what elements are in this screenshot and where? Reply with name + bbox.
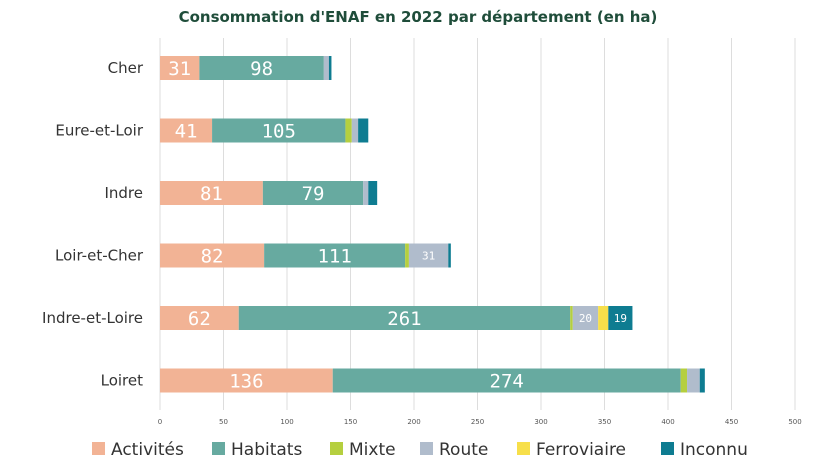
bar-segment (323, 56, 329, 80)
bar-segment (332, 368, 681, 393)
legend-swatch (420, 442, 433, 455)
data-label: 31 (422, 250, 435, 263)
legend-swatch (330, 442, 343, 455)
data-label: 19 (614, 312, 627, 325)
bar-segment (328, 56, 332, 80)
bar-segment (680, 368, 688, 393)
bar-segment (160, 243, 265, 268)
data-label: 274 (490, 371, 524, 393)
legend-label: Mixte (349, 440, 396, 460)
bar-segment (160, 306, 239, 330)
bar-segment (570, 306, 573, 330)
data-label: 81 (200, 183, 223, 205)
legend-label: Habitats (231, 440, 302, 460)
data-label: 105 (262, 121, 296, 143)
data-label: 62 (188, 308, 211, 330)
x-tick-label: 250 (471, 418, 484, 426)
bar-segment (687, 368, 700, 393)
legend-label: Ferroviaire (536, 440, 626, 460)
data-label: 98 (250, 58, 273, 80)
category-label: Indre-et-Loire (42, 309, 143, 327)
legend-label: Inconnu (680, 440, 748, 460)
bar-segment (264, 243, 406, 268)
bar-segment (345, 118, 352, 143)
x-tick-label: 150 (344, 418, 357, 426)
bar-segment (160, 181, 263, 205)
x-tick-label: 300 (534, 418, 547, 426)
legend-swatch (212, 442, 225, 455)
bar-segment (238, 306, 571, 330)
x-tick-label: 450 (725, 418, 738, 426)
x-tick-label: 500 (788, 418, 801, 426)
legend-swatch (661, 442, 674, 455)
x-tick-label: 350 (598, 418, 611, 426)
category-label: Eure-et-Loir (55, 122, 143, 140)
legend-label: Activités (111, 440, 184, 460)
bar-segment (699, 368, 705, 393)
data-label: 79 (302, 183, 325, 205)
bars: 31 98 41 105 81 79 82 111 31 62 261 20 19 136 274 (160, 56, 705, 393)
data-label: 41 (175, 121, 198, 143)
category-label: Cher (108, 59, 144, 77)
bar-segment (358, 118, 369, 143)
bar-segment (598, 306, 609, 330)
bar-segment (160, 118, 213, 143)
bar-segment (160, 56, 200, 80)
x-tick-label: 50 (219, 418, 228, 426)
x-axis-ticks: 0 50 100 150 200 250 300 350 400 450 500 (158, 418, 802, 426)
data-label: 31 (168, 58, 191, 80)
legend-label: Route (439, 440, 488, 460)
bar-segment (572, 306, 599, 330)
data-label: 111 (317, 246, 351, 268)
category-label: Indre (104, 184, 143, 202)
x-tick-label: 200 (407, 418, 420, 426)
legend-swatch (92, 442, 105, 455)
category-label: Loiret (101, 372, 144, 390)
x-tick-label: 100 (280, 418, 293, 426)
data-label: 20 (579, 312, 592, 325)
category-labels: Cher Eure-et-Loir Indre Loir-et-Cher Indre-e… (42, 59, 144, 390)
bar-segment (160, 368, 333, 393)
x-tick-label: 0 (158, 418, 162, 426)
bar-segment (408, 243, 449, 268)
bar-segment (212, 118, 346, 143)
bar-segment (199, 56, 324, 80)
bar-segment (351, 118, 359, 143)
gridlines (159, 38, 796, 410)
bar-segment (608, 306, 633, 330)
bar-segment (405, 243, 409, 268)
bar-segment (363, 181, 369, 205)
category-label: Loir-et-Cher (55, 247, 144, 265)
data-label: 261 (387, 308, 421, 330)
x-tick-label: 400 (661, 418, 674, 426)
data-label: 82 (201, 246, 224, 268)
chart-title: Consommation d'ENAF en 2022 par départem… (179, 8, 658, 26)
bar-segment (448, 243, 451, 268)
bar-segment (262, 181, 364, 205)
legend-swatch (517, 442, 530, 455)
bar-segment (368, 181, 378, 205)
data-label: 136 (229, 371, 263, 393)
legend: Activités Habitats Mixte Route Ferroviaire In… (92, 440, 748, 460)
